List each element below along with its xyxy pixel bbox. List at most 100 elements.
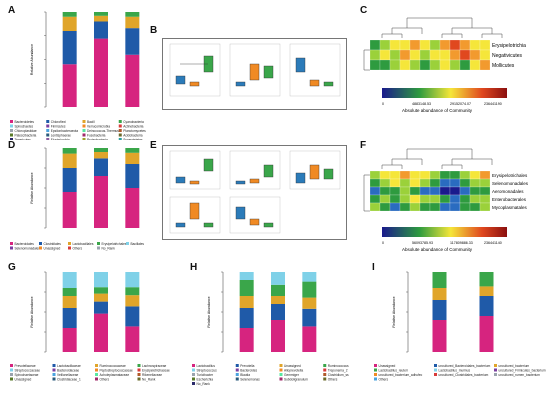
legend-swatch bbox=[82, 133, 86, 137]
legend-label: Proteobacteria bbox=[87, 138, 108, 140]
legend-swatch bbox=[82, 120, 86, 123]
heatmap-cell bbox=[469, 49, 481, 61]
bar-chart-a: Relative Abundance bbox=[30, 11, 140, 108]
bar-segment bbox=[62, 64, 77, 107]
heatmap-cell bbox=[439, 39, 451, 51]
legend-swatch bbox=[10, 377, 13, 381]
heatmap-cell bbox=[429, 170, 441, 180]
heatmap-f-row-1: Selenomonadales bbox=[492, 181, 529, 186]
heatmap-cell bbox=[369, 202, 381, 212]
bar-segment bbox=[94, 12, 108, 16]
heatmap-cell bbox=[379, 194, 391, 204]
legend-label: Erysipelotrichaceae bbox=[142, 368, 170, 372]
bar-segment bbox=[125, 12, 140, 17]
bar-segment bbox=[94, 15, 108, 22]
legend-swatch bbox=[374, 368, 377, 372]
legend-swatch bbox=[10, 242, 13, 245]
heatmap-f-row-2: Aeromonadales bbox=[492, 189, 524, 194]
legend-label: Veillonellaceae bbox=[57, 373, 78, 377]
bar-segment bbox=[62, 12, 77, 17]
heatmap-cell bbox=[399, 194, 411, 204]
heatmap-cell bbox=[469, 202, 481, 212]
legend-label: Clostridiales bbox=[44, 242, 62, 246]
legend-swatch bbox=[323, 377, 327, 381]
legend-swatch bbox=[10, 120, 13, 123]
legend-swatch bbox=[118, 120, 122, 123]
legend-g: Prevotellaceae Lactobacillaceae Ruminococc… bbox=[10, 364, 170, 381]
legend-label: uncultured_Firmicutes_bacterium bbox=[499, 368, 546, 372]
heatmap-cell bbox=[389, 170, 401, 180]
y-axis-label: Relative Abundance bbox=[30, 172, 34, 203]
bar-chart-d: Relative Abundance bbox=[30, 147, 140, 229]
heatmap-cell bbox=[469, 59, 481, 71]
bar-chart-g: Relative Abundance bbox=[30, 271, 140, 353]
legend-d: Bacteroidales Clostridiales Lactobacillale… bbox=[10, 242, 144, 250]
heatmap-cell bbox=[479, 178, 491, 188]
legend-label: Ruminococcaceae bbox=[100, 364, 126, 368]
bar-segment bbox=[271, 284, 285, 296]
heatmap-cell bbox=[479, 59, 491, 71]
legend-label: Epsilonbacteraeota bbox=[51, 129, 79, 133]
bar-segment bbox=[271, 272, 285, 285]
heatmap-cell bbox=[449, 186, 461, 196]
heatmap-cell bbox=[479, 194, 491, 204]
heatmap-c-row-0: Erysipelotrichia bbox=[492, 43, 526, 49]
heatmap-cell bbox=[449, 178, 461, 188]
legend-swatch bbox=[374, 373, 377, 376]
bar-segment bbox=[302, 326, 317, 352]
heatmap-cell bbox=[409, 186, 421, 196]
panel-label-b: B bbox=[150, 25, 158, 36]
bar-segment bbox=[239, 328, 254, 352]
heatmap-cell bbox=[449, 39, 461, 51]
heatmap-cell bbox=[459, 39, 471, 51]
legend-label: Bacteroidales bbox=[15, 242, 35, 246]
heatmap-cell bbox=[409, 178, 421, 188]
legend-label: Streptococcaceae bbox=[15, 368, 41, 372]
legend-label: uncultured_Bacteroidales_bacterium bbox=[439, 364, 491, 368]
bar-segment bbox=[302, 281, 317, 298]
heatmap-cell bbox=[399, 49, 411, 61]
legend-label: Blautia bbox=[240, 373, 250, 377]
legend-label: Escherichia bbox=[197, 377, 214, 381]
heatmap-cell bbox=[439, 202, 451, 212]
bar-segment bbox=[94, 287, 108, 294]
legend-swatch bbox=[95, 377, 98, 381]
legend-label: Selenomonadales bbox=[15, 246, 41, 250]
legend-swatch bbox=[279, 364, 283, 367]
bar-segment bbox=[432, 272, 447, 288]
heatmap-cell bbox=[459, 194, 471, 204]
bar-segment bbox=[94, 148, 108, 152]
heatmap-cell bbox=[469, 194, 481, 204]
legend-swatch bbox=[235, 377, 239, 381]
heatmap-cell bbox=[389, 202, 401, 212]
legend-label: Others bbox=[379, 377, 389, 381]
heatmap-cell bbox=[439, 170, 451, 180]
heatmap-cell bbox=[429, 49, 441, 61]
heatmap-f-scale-title: Absolute abundance of Community bbox=[402, 247, 473, 252]
boxplot-panel-e bbox=[162, 145, 347, 240]
heatmap-cell bbox=[439, 49, 451, 61]
panel-label-h: H bbox=[190, 262, 198, 273]
y-axis-label: Relative Abundance bbox=[392, 296, 396, 327]
heatmap-cell bbox=[389, 194, 401, 204]
legend-label: Streptococcus bbox=[197, 368, 218, 372]
heatmap-cell bbox=[389, 59, 401, 71]
legend-swatch bbox=[279, 373, 283, 376]
heatmap-cell bbox=[459, 49, 471, 61]
heatmap-cell bbox=[479, 170, 491, 180]
heatmap-cell bbox=[459, 59, 471, 71]
legend-label: Tenericutes bbox=[15, 138, 32, 140]
legend-swatch bbox=[39, 242, 42, 245]
heatmap-f-row-0: Erysipelotrichales bbox=[492, 173, 528, 178]
legend-label: Selenomonas bbox=[240, 377, 260, 381]
legend-label: Prevotellaceae bbox=[15, 364, 36, 368]
heatmap-cell bbox=[449, 59, 461, 71]
heatmap-cell bbox=[479, 39, 491, 51]
bar-segment bbox=[302, 297, 317, 309]
bar-segment bbox=[271, 296, 285, 304]
bar-segment bbox=[432, 320, 447, 352]
legend-swatch bbox=[137, 373, 141, 376]
bar-segment bbox=[125, 272, 140, 288]
bar-segment bbox=[62, 16, 77, 31]
legend-swatch bbox=[118, 129, 122, 132]
